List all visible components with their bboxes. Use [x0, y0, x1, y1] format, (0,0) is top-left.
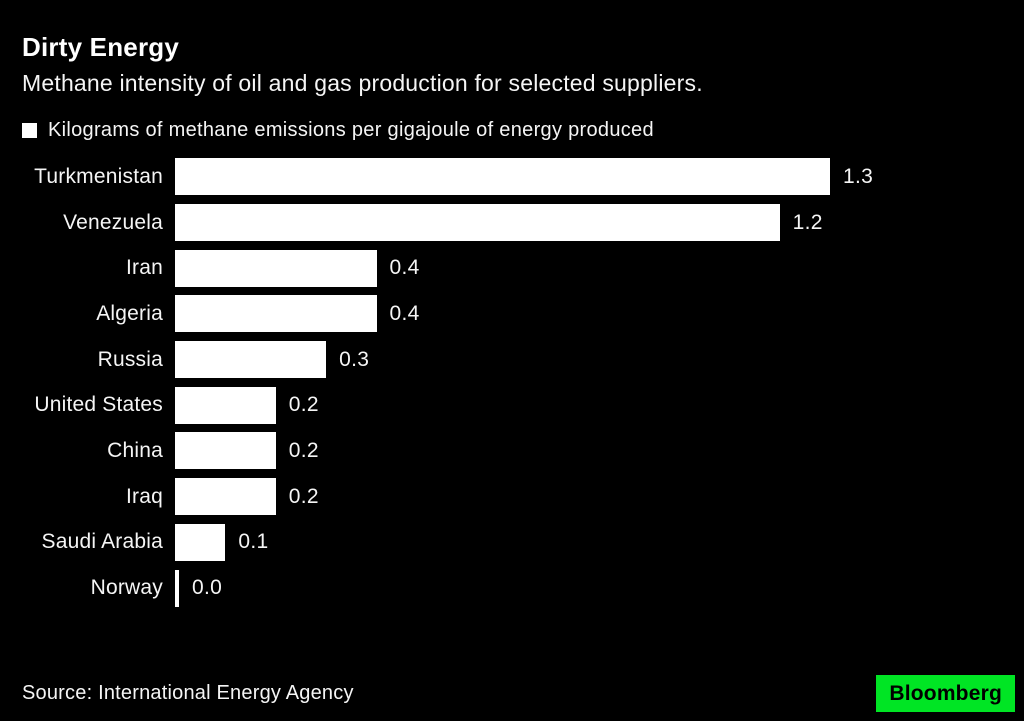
value-label: 0.0: [192, 576, 223, 600]
footer: Source: International Energy Agency Bloo…: [22, 675, 1015, 712]
bar-row: Iran 0.4: [22, 245, 1024, 291]
bar-row: Saudi Arabia 0.1: [22, 520, 1024, 566]
bar: [175, 158, 830, 196]
bar-row: Venezuela 1.2: [22, 200, 1024, 246]
chart-subtitle: Methane intensity of oil and gas product…: [22, 70, 703, 96]
value-label: 0.1: [238, 530, 269, 554]
bar: [175, 204, 780, 242]
bar-row: Turkmenistan 1.3: [22, 154, 1024, 200]
bar-row: Algeria 0.4: [22, 291, 1024, 337]
value-label: 1.2: [792, 210, 823, 234]
bar: [175, 569, 179, 607]
category-label: United States: [34, 393, 163, 417]
bar: [175, 523, 226, 561]
bar-row: Iraq 0.2: [22, 474, 1024, 520]
category-label: China: [107, 438, 163, 462]
value-label: 0.4: [389, 256, 420, 280]
bar: [175, 478, 276, 516]
bar-rows: Turkmenistan 1.3 Venezuela 1.2 Iran 0.4 Algeri…: [22, 154, 1024, 611]
source-note: Source: International Energy Agency: [22, 682, 354, 704]
bar: [175, 341, 327, 379]
bar: [175, 249, 377, 287]
chart-title: Dirty Energy: [22, 32, 180, 62]
bar-row: China 0.2: [22, 428, 1024, 474]
category-label: Iraq: [126, 484, 163, 508]
value-label: 0.2: [288, 438, 319, 462]
bar: [175, 432, 276, 470]
value-label: 0.3: [339, 347, 370, 371]
bar-row: United States 0.2: [22, 382, 1024, 428]
category-label: Turkmenistan: [34, 164, 163, 188]
bar-row: Norway 0.0: [22, 565, 1024, 611]
value-label: 0.2: [288, 484, 319, 508]
category-label: Saudi Arabia: [41, 530, 163, 554]
legend-label: Kilograms of methane emissions per gigaj…: [48, 119, 654, 141]
category-label: Venezuela: [63, 210, 163, 234]
legend: Kilograms of methane emissions per gigaj…: [22, 119, 654, 142]
bar: [175, 386, 276, 424]
category-label: Algeria: [96, 301, 163, 325]
bar: [175, 295, 377, 333]
category-label: Russia: [97, 347, 163, 371]
bar-chart: Turkmenistan 1.3 Venezuela 1.2 Iran 0.4 Algeri…: [22, 154, 1024, 611]
category-label: Norway: [90, 576, 163, 600]
legend-swatch-icon: [22, 123, 37, 138]
bloomberg-logo: Bloomberg: [876, 675, 1015, 712]
value-label: 0.4: [389, 301, 420, 325]
bar-row: Russia 0.3: [22, 337, 1024, 383]
value-label: 0.2: [288, 393, 319, 417]
value-label: 1.3: [843, 164, 874, 188]
category-label: Iran: [126, 256, 163, 280]
